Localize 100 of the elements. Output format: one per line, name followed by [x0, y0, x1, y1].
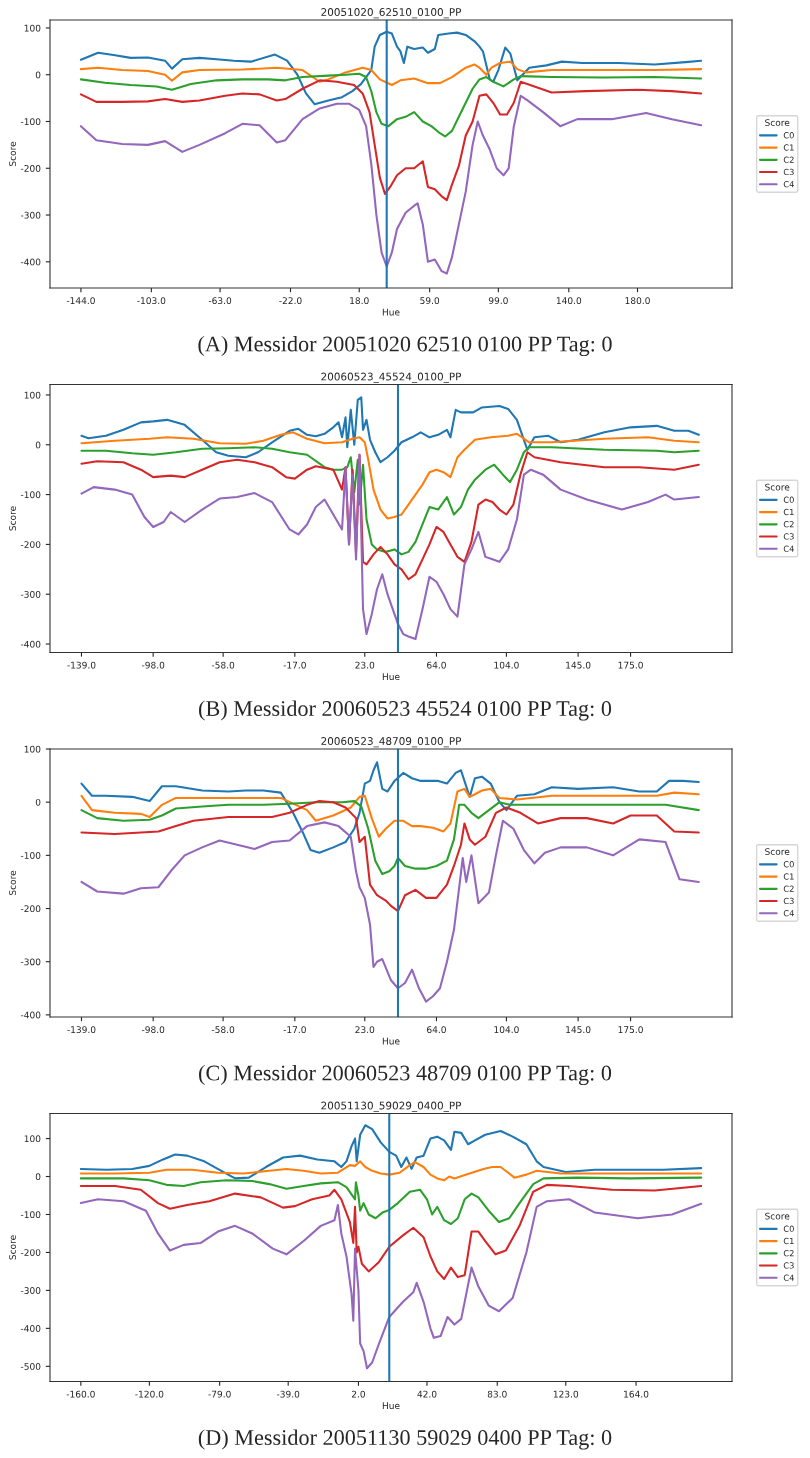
y-tick-label: 0 [35, 441, 41, 449]
y-tick-label: 0 [35, 1173, 41, 1181]
y-tick-label: -200 [20, 541, 41, 548]
x-tick-label: -17.0 [283, 661, 306, 669]
y-tick-label: -400 [20, 1011, 41, 1019]
chart-title: 20051020_62510_0100_PP [321, 8, 462, 19]
x-axis-title: Hue [382, 1402, 400, 1410]
legend-label: C2 [783, 521, 794, 528]
legend-label: C3 [783, 168, 794, 176]
y-axis-title: Score [9, 870, 16, 896]
y-tick-label: -300 [20, 590, 41, 598]
text: (A) Messidor 20051020 62510 0100 PP Tag: 0 [198, 335, 612, 357]
x-tick-label: -17.0 [283, 1026, 306, 1034]
legend-label: C1 [783, 873, 794, 880]
legend-label: C2 [783, 1250, 794, 1257]
y-tick-label: 0 [35, 71, 41, 79]
x-tick-label: 180.0 [625, 297, 650, 305]
legend-label: C4 [783, 545, 794, 552]
legend-label: C0 [783, 132, 794, 139]
line-series [80, 453, 700, 641]
legend-label: C1 [783, 1237, 794, 1245]
x-tick-label: -139.0 [67, 661, 96, 669]
legend-title: Score [765, 483, 790, 491]
x-tick-label: 83.0 [487, 1390, 507, 1398]
y-tick-label: 100 [24, 391, 41, 399]
x-tick-label: 175.0 [618, 661, 643, 669]
line-series [79, 60, 703, 87]
x-tick-label: 104.0 [494, 1026, 519, 1034]
line-series [80, 800, 700, 875]
x-axis-title: Hue [382, 673, 400, 681]
x-tick-label: 145.0 [566, 1026, 591, 1034]
x-tick-label: 2.0 [351, 1390, 366, 1398]
line-series [79, 79, 703, 202]
x-tick-label: 23.0 [355, 1026, 375, 1034]
x-tick-label: -58.0 [211, 661, 235, 669]
x-tick-label: 59.0 [420, 297, 440, 305]
line-series [80, 446, 700, 556]
line-series [79, 1183, 703, 1281]
x-tick-label: 23.0 [355, 661, 375, 669]
x-axis-title: Hue [382, 1037, 400, 1045]
x-tick-label: 145.0 [566, 661, 591, 669]
y-tick-label: 0 [35, 798, 41, 806]
chart-title: 20060523_48709_0100_PP [321, 737, 462, 748]
legend-label: C3 [783, 897, 794, 905]
y-tick-label: -200 [20, 1249, 41, 1256]
line-series [79, 1198, 703, 1370]
x-tick-label: -58.0 [211, 1026, 235, 1034]
x-tick-label: 140.0 [556, 297, 582, 305]
x-tick-label: 104.0 [494, 661, 519, 669]
y-axis-title: Score [9, 506, 16, 531]
x-tick-label: 123.0 [553, 1390, 579, 1398]
y-tick-label: -400 [20, 640, 41, 648]
x-tick-label: -103.0 [137, 297, 166, 305]
legend-label: C0 [783, 1225, 794, 1232]
text: (B) Messidor 20060523 45524 0100 PP Tag: 0 [199, 700, 612, 721]
y-axis-title: Score [9, 1235, 16, 1260]
y-tick-label: -100 [20, 1211, 41, 1219]
x-tick-label: 42.0 [417, 1390, 437, 1398]
y-tick-label: -400 [20, 258, 41, 266]
y-axis-title: Score [9, 141, 16, 167]
line-series [80, 800, 700, 913]
text: (C) Messidor 20060523 48709 0100 PP Tag: 0 [199, 1064, 612, 1086]
legend-label: C3 [783, 533, 794, 540]
x-tick-label: 64.0 [427, 661, 446, 669]
chart-title: 20060523_45524_0100_PP [321, 372, 462, 383]
x-tick-label: 18.0 [350, 297, 369, 305]
x-tick-label: 64.0 [427, 1026, 446, 1034]
line-series [79, 1176, 703, 1225]
legend-label: C4 [783, 1274, 794, 1281]
x-tick-label: -139.0 [67, 1026, 96, 1034]
chart-title: 20051130_59029_0400_PP [321, 1101, 462, 1112]
x-tick-label: -160.0 [66, 1390, 95, 1398]
y-tick-label: -300 [20, 1287, 41, 1294]
y-tick-label: -400 [20, 1325, 41, 1332]
line-series [80, 787, 700, 838]
line-series [80, 819, 700, 1003]
y-tick-label: 100 [24, 1135, 41, 1143]
legend-title: Score [765, 848, 790, 856]
legend-label: C1 [783, 508, 794, 516]
y-tick-label: -300 [20, 958, 41, 966]
y-tick-label: -100 [20, 852, 41, 859]
y-tick-label: -100 [20, 118, 41, 126]
y-tick-label: -200 [20, 164, 41, 172]
x-tick-label: -98.0 [141, 1026, 165, 1034]
y-tick-label: 100 [24, 24, 41, 32]
x-tick-label: 99.0 [488, 297, 508, 305]
line-series [79, 94, 703, 275]
y-tick-label: -300 [20, 211, 41, 219]
legend-label: C4 [783, 181, 794, 188]
x-tick-label: 164.0 [624, 1390, 649, 1398]
x-tick-label: 175.0 [618, 1026, 643, 1034]
y-tick-label: -200 [20, 905, 41, 913]
legend-title: Score [765, 1212, 790, 1220]
y-tick-label: -100 [20, 491, 41, 499]
x-axis-title: Hue [382, 308, 400, 316]
legend-label: C0 [783, 496, 794, 503]
y-tick-label: -500 [20, 1363, 41, 1370]
line-series [80, 431, 700, 520]
x-tick-label: -120.0 [135, 1390, 164, 1398]
legend-label: C1 [783, 144, 794, 151]
